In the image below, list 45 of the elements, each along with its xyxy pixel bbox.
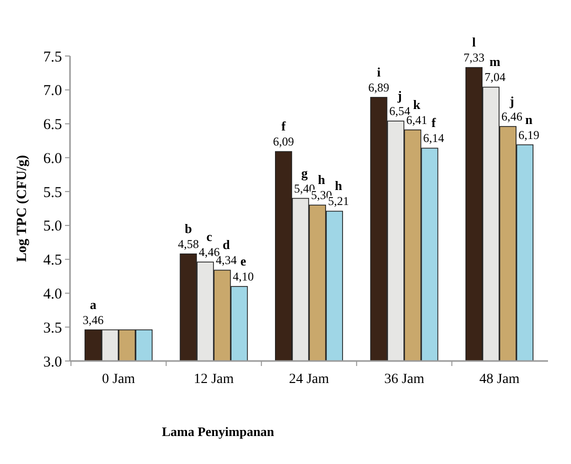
y-tick-label: 5.5 — [43, 184, 62, 201]
annotation: k — [413, 96, 422, 112]
y-tick-label: 6.0 — [43, 150, 62, 167]
annotation: m — [490, 54, 501, 70]
y-tick-label: 6.5 — [43, 117, 62, 134]
y-tick-label: 7.5 — [43, 49, 62, 66]
data-label: 7,33 — [463, 50, 484, 65]
annotation: e — [240, 253, 246, 268]
x-tick-label: 12 Jam — [194, 372, 234, 387]
y-tick-label: 4.5 — [43, 252, 62, 269]
data-label: 6,89 — [368, 80, 390, 94]
x-axis-title: Lama Penyimpanan — [162, 424, 275, 439]
data-label: 6,46 — [501, 109, 522, 124]
data-label: 6,14 — [423, 131, 444, 146]
annotation: j — [396, 88, 402, 104]
annotation: f — [281, 118, 286, 134]
y-axis-title: Log TPC (CFU/g) — [15, 154, 30, 262]
y-tick-label: 3.0 — [43, 354, 62, 370]
data-label: 6,19 — [518, 128, 540, 142]
annotation: h — [334, 178, 343, 194]
text: l — [472, 34, 476, 50]
data-label: 7,04 — [484, 70, 506, 84]
data-label: 4,10 — [232, 269, 254, 284]
annotation: j — [508, 93, 514, 108]
x-tick-label: 0 Jam — [102, 372, 136, 387]
x-tick-label: 36 Jam — [384, 372, 424, 387]
annotation: b — [184, 220, 192, 236]
annotation: c — [206, 229, 212, 244]
annotation: g — [301, 165, 308, 180]
data-label: 6,09 — [273, 134, 294, 149]
annotation: d — [222, 237, 231, 252]
annotation: f — [432, 115, 436, 130]
data-label: 3,46 — [82, 312, 104, 327]
x-tick-label: 24 Jam — [288, 372, 330, 387]
y-tick-label: 3.5 — [43, 320, 62, 336]
x-tick-label: 48 Jam — [479, 372, 520, 387]
y-tick-label: 7.0 — [43, 83, 62, 100]
annotation: n — [525, 112, 534, 127]
y-tick-label: 4.0 — [43, 286, 62, 302]
annotation: a — [90, 296, 97, 312]
data-label: 6,54 — [389, 104, 410, 118]
y-tick-label: 5.0 — [43, 218, 62, 235]
annotation: i — [376, 64, 381, 80]
annotation: h — [318, 172, 326, 188]
data-label: 4,58 — [178, 236, 199, 251]
